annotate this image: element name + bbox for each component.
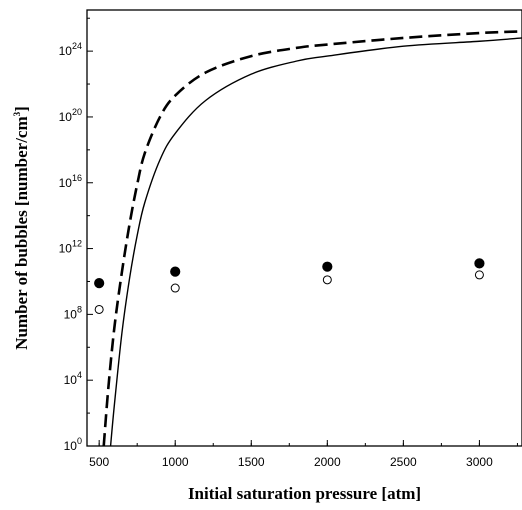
x-tick-label: 1000 — [162, 455, 189, 469]
y-tick-label-exponent: 8 — [77, 304, 82, 314]
x-tick-label: 500 — [89, 455, 109, 469]
y-tick-label: 104 — [64, 370, 82, 387]
x-tick-label: 2500 — [390, 455, 417, 469]
y-axis-title-end: ] — [12, 106, 31, 112]
y-tick-label-exponent: 0 — [77, 436, 82, 446]
y-tick-label-exponent: 4 — [77, 370, 82, 380]
y-tick-label: 108 — [64, 304, 82, 321]
y-tick-label-base: 10 — [59, 176, 73, 190]
y-axis-title-main: Number of bubbles [number/cm — [12, 116, 31, 349]
x-tick-label: 3000 — [466, 455, 493, 469]
solid-curve — [109, 37, 522, 447]
y-tick-label: 1024 — [59, 41, 82, 58]
x-tick-label: 2000 — [314, 455, 341, 469]
y-tick-label-exponent: 16 — [72, 173, 82, 183]
filled-data-point — [170, 266, 181, 277]
y-tick-label-exponent: 12 — [72, 239, 82, 249]
y-tick-label-base: 10 — [64, 439, 78, 453]
tick-layer — [87, 17, 518, 447]
open-data-point — [170, 283, 180, 293]
plot-frame — [86, 9, 522, 447]
filled-data-point — [474, 258, 485, 269]
x-axis-title: Initial saturation pressure [atm] — [188, 484, 421, 503]
y-tick-label-base: 10 — [64, 307, 78, 321]
y-tick-label: 1012 — [59, 239, 82, 256]
open-data-point — [94, 304, 104, 314]
y-tick-label-exponent: 24 — [72, 41, 82, 51]
y-tick-label-base: 10 — [64, 373, 78, 387]
y-tick-label: 1020 — [59, 107, 82, 124]
y-tick-label: 1016 — [59, 173, 82, 190]
y-axis-title-superscript: 3 — [12, 111, 22, 116]
series-layer — [94, 30, 522, 447]
y-tick-label-base: 10 — [59, 242, 73, 256]
tick-label-layer: 500 1000 1500 2000 2500 300010010410810121016… — [59, 41, 493, 469]
open-data-point — [474, 270, 484, 280]
y-tick-label: 100 — [64, 436, 82, 453]
x-tick-label: 1500 — [238, 455, 265, 469]
open-data-point — [322, 275, 332, 285]
y-tick-label-base: 10 — [59, 110, 73, 124]
y-tick-label-exponent: 20 — [72, 107, 82, 117]
dashed-curve — [102, 30, 522, 447]
y-tick-label-base: 10 — [59, 44, 73, 58]
filled-data-point — [94, 278, 105, 289]
y-axis-title: Number of bubbles [number/cm3] — [12, 106, 31, 350]
filled-data-point — [322, 261, 333, 272]
